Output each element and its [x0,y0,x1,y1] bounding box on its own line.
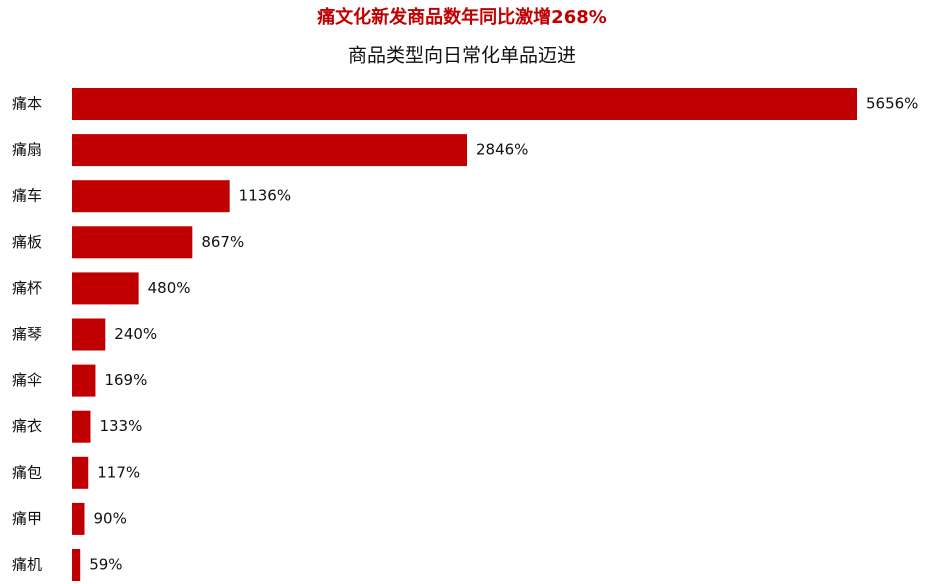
bar [72,180,230,213]
category-label: 痛包 [12,463,42,481]
category-label: 痛扇 [12,141,42,159]
value-label: 480% [148,279,191,297]
value-label: 240% [114,325,157,343]
category-label: 痛板 [12,233,42,251]
value-label: 59% [89,556,122,574]
value-label: 90% [93,509,126,527]
bar [72,272,139,305]
bar [72,410,91,443]
value-label: 867% [201,233,244,251]
value-label: 5656% [866,95,918,113]
bar [72,364,96,397]
bar [72,226,193,259]
value-label: 117% [97,463,140,481]
bar [72,318,106,351]
category-label: 痛车 [12,187,42,205]
bar [72,456,89,489]
category-label: 痛本 [12,95,42,113]
value-label: 1136% [239,187,291,205]
bar [72,88,857,120]
category-label: 痛衣 [12,417,42,435]
bar [72,502,85,535]
value-label: 169% [104,371,147,389]
chart-title: 痛文化新发商品数年同比激增268% [317,6,607,28]
category-label: 痛琴 [12,325,42,343]
chart-subtitle: 商品类型向日常化单品迈进 [348,45,576,67]
category-label: 痛杯 [12,279,42,297]
category-label: 痛机 [12,556,42,574]
category-label: 痛甲 [12,509,42,527]
category-label: 痛伞 [12,371,42,389]
value-label: 2846% [476,141,528,159]
value-label: 133% [99,417,142,435]
bar [72,549,81,581]
bar [72,134,467,167]
